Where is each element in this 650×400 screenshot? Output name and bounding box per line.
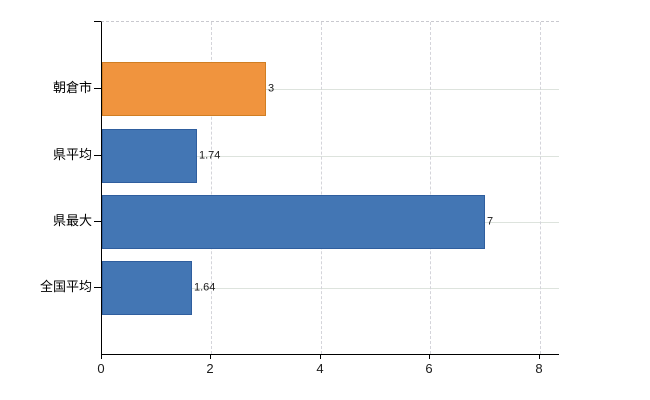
bar-pref-avg: 1.74 — [102, 129, 220, 183]
vertical-gridline — [430, 22, 431, 354]
x-axis-tick — [539, 354, 540, 359]
category-label-pref-avg: 県平均 — [52, 147, 92, 162]
bar-pref-max: 7 — [102, 195, 493, 249]
bar-asakura: 3 — [102, 62, 274, 116]
x-axis: 0 2 4 6 8 — [97, 354, 558, 384]
bar-value-label: 7 — [487, 215, 494, 228]
category-label-pref-max: 県最大 — [52, 213, 92, 228]
bar-value-label: 3 — [268, 82, 275, 95]
x-axis-tick — [320, 354, 321, 359]
x-axis-tick-label: 8 — [535, 361, 543, 376]
x-axis-tick-label: 0 — [97, 361, 105, 376]
horizontal-gridline — [102, 156, 559, 157]
x-axis-tick — [429, 354, 430, 359]
x-axis-tick-label: 4 — [316, 361, 324, 376]
bar-value-label: 1.64 — [194, 281, 216, 294]
x-axis-tick-label: 6 — [425, 361, 433, 376]
category-label-natl-avg: 全国平均 — [39, 279, 92, 294]
y-axis-tick — [94, 155, 101, 156]
x-axis-tick-label: 2 — [206, 361, 214, 376]
category-label-asakura: 朝倉市 — [52, 80, 92, 95]
x-axis-tick — [210, 354, 211, 359]
y-axis-tick — [94, 221, 101, 222]
bar-value-label: 1.74 — [199, 149, 221, 162]
y-axis-tick — [94, 287, 101, 288]
y-axis-top-tick — [94, 21, 101, 22]
bar-natl-avg: 1.64 — [102, 261, 215, 315]
horizontal-gridline — [102, 89, 559, 90]
vertical-gridline — [540, 22, 541, 354]
vertical-gridline — [321, 22, 322, 354]
horizontal-gridline — [102, 288, 559, 289]
plot-area: 3 1.74 7 1.64 — [101, 21, 559, 355]
vertical-gridline — [211, 22, 212, 354]
y-axis-tick — [94, 88, 101, 89]
x-axis-tick — [101, 354, 102, 359]
